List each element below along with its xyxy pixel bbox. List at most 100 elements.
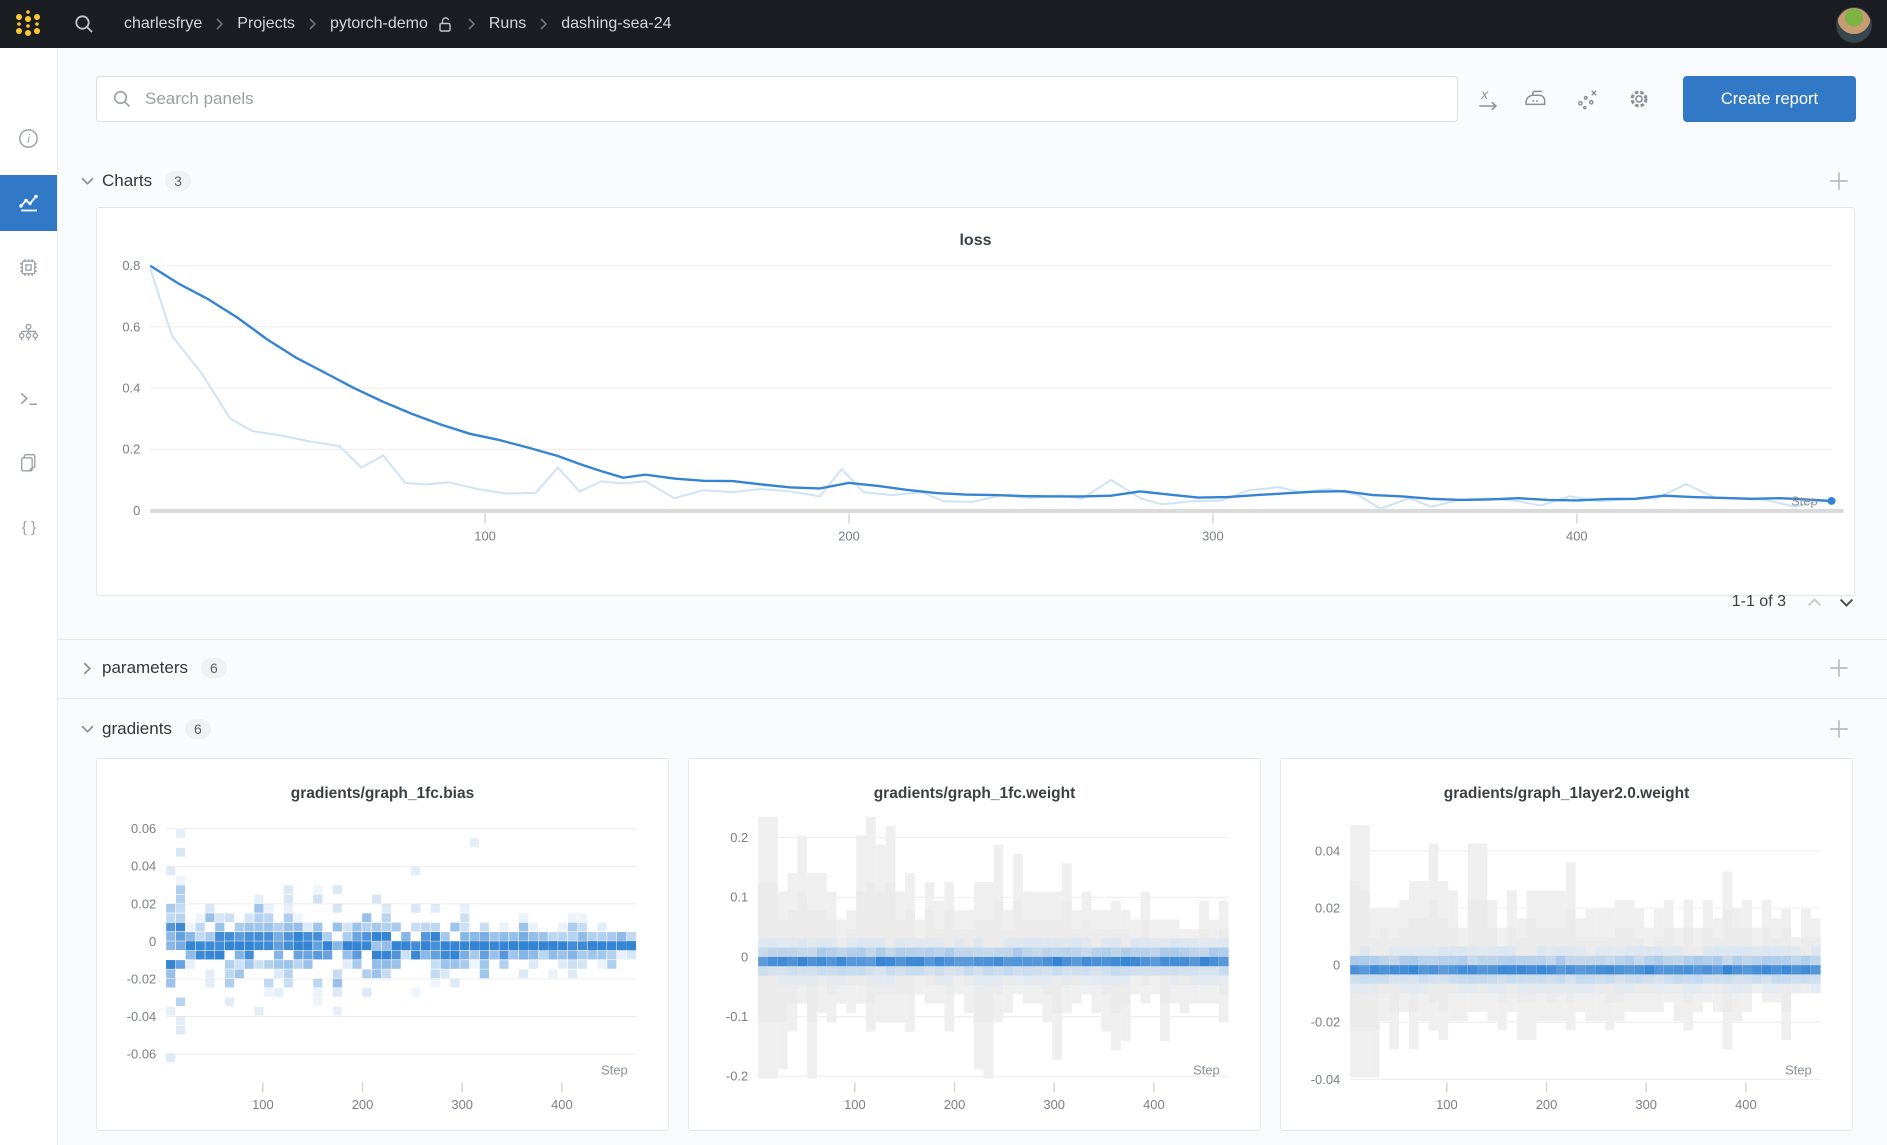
gradients-1layer2-weight-heatmap: 0.04 0.02 0 -0.02 -0.04 100 200 300 400 Step <box>1281 759 1852 1130</box>
braces-icon: { } <box>21 519 35 536</box>
svg-text:100: 100 <box>474 528 496 543</box>
svg-text:{ }: { } <box>21 519 35 536</box>
svg-text:-0.2: -0.2 <box>726 1069 748 1084</box>
line-chart-icon <box>18 194 38 212</box>
svg-text:0: 0 <box>149 934 156 949</box>
x-axis-settings-icon: x <box>1479 86 1498 111</box>
svg-text:Step: Step <box>1785 1062 1812 1077</box>
svg-text:0: 0 <box>133 503 140 518</box>
breadcrumb: charlesfrye Projects pytorch-demo Runs d… <box>124 15 672 33</box>
panel-gradients-1fc-weight[interactable]: gradients/graph_1fc.weight 0.2 0.1 0 -0.1 -0… <box>688 758 1261 1131</box>
global-search-button[interactable] <box>66 6 102 42</box>
section-label-charts: Charts <box>102 171 153 190</box>
svg-text:-0.04: -0.04 <box>1311 1072 1340 1087</box>
svg-text:300: 300 <box>1202 528 1224 543</box>
svg-text:Step: Step <box>1193 1062 1220 1077</box>
svg-text:100: 100 <box>252 1097 274 1112</box>
svg-text:-0.02: -0.02 <box>1311 1015 1340 1030</box>
breadcrumb-run-name[interactable]: dashing-sea-24 <box>561 15 672 32</box>
svg-text:0.4: 0.4 <box>122 381 140 396</box>
x-axis-settings-button[interactable]: x <box>1472 82 1506 116</box>
section-divider <box>57 698 1887 699</box>
outliers-button[interactable] <box>1571 82 1605 116</box>
svg-text:400: 400 <box>1566 528 1588 543</box>
chart-title-loss: loss <box>959 232 992 249</box>
sidebar-item-system[interactable] <box>0 239 57 295</box>
svg-text:0.02: 0.02 <box>1315 900 1340 915</box>
breadcrumb-separator-icon <box>539 17 548 31</box>
svg-text:300: 300 <box>1043 1097 1065 1112</box>
svg-text:0.2: 0.2 <box>122 442 140 457</box>
plus-icon <box>1830 659 1848 677</box>
svg-text:-0.1: -0.1 <box>726 1009 748 1024</box>
breadcrumb-user[interactable]: charlesfrye <box>124 15 203 32</box>
breadcrumb-projects[interactable]: Projects <box>237 15 296 32</box>
svg-text:Step: Step <box>601 1062 628 1077</box>
section-divider <box>57 639 1887 640</box>
add-panel-button-gradients[interactable] <box>1826 716 1852 742</box>
user-avatar[interactable] <box>1836 7 1872 43</box>
section-label-gradients: gradients <box>102 719 172 738</box>
files-icon <box>21 453 36 472</box>
svg-text:100: 100 <box>844 1097 866 1112</box>
wandb-dots-logo-icon <box>16 10 40 36</box>
panel-search <box>96 76 1458 122</box>
sidebar-item-charts[interactable] <box>0 175 57 231</box>
add-panel-button-parameters[interactable] <box>1826 655 1852 681</box>
search-panels-input[interactable] <box>143 88 1443 110</box>
sidebar-item-model[interactable] <box>0 305 57 361</box>
plus-icon <box>1830 172 1848 190</box>
section-header-gradients[interactable]: gradients 6 <box>78 711 211 747</box>
outliers-icon <box>1578 90 1597 110</box>
svg-text:200: 200 <box>838 528 860 543</box>
run-sidebar: i <box>0 48 58 1145</box>
breadcrumb-project[interactable]: pytorch-demo <box>330 15 428 32</box>
breadcrumb-separator-icon <box>467 17 476 31</box>
svg-text:400: 400 <box>1735 1097 1757 1112</box>
info-icon: i <box>19 128 38 148</box>
search-icon <box>75 15 93 33</box>
pagination-next-button[interactable] <box>1832 588 1860 616</box>
chart-title-1fc-bias: gradients/graph_1fc.bias <box>290 785 475 802</box>
section-count-parameters: 6 <box>200 658 227 678</box>
svg-text:0.6: 0.6 <box>122 319 140 334</box>
svg-text:-0.04: -0.04 <box>127 1009 156 1024</box>
panel-gradients-1fc-bias[interactable]: gradients/graph_1fc.bias 0.06 0.04 0.02 0 -0… <box>96 758 669 1131</box>
svg-text:400: 400 <box>1143 1097 1165 1112</box>
loss-line-chart: 0.8 0.6 0.4 0.2 0 100 200 300 400 Step <box>97 208 1854 595</box>
chevron-down-icon <box>78 175 96 187</box>
panel-settings-button[interactable] <box>1622 82 1656 116</box>
svg-text:100: 100 <box>1436 1097 1458 1112</box>
panel-gradients-1layer2-weight[interactable]: gradients/graph_1layer2.0.weight 0.04 0.0… <box>1280 758 1853 1131</box>
charts-pagination: 1-1 of 3 <box>1732 585 1860 619</box>
gradients-1fc-bias-heatmap: 0.06 0.04 0.02 0 -0.02 -0.04 -0.06 100 200 300 400… <box>97 759 668 1130</box>
wandb-logo[interactable] <box>8 4 48 44</box>
panel-loss-chart[interactable]: loss 0.8 0.6 0.4 0.2 0 100 200 300 400 Step <box>96 207 1855 596</box>
svg-text:-0.06: -0.06 <box>127 1047 156 1062</box>
svg-text:Step: Step <box>1791 493 1818 508</box>
smoothing-iron-icon <box>1525 90 1546 106</box>
svg-text:400: 400 <box>551 1097 573 1112</box>
sidebar-item-overview[interactable]: i <box>0 110 57 166</box>
pagination-prev-button[interactable] <box>1800 588 1828 616</box>
smoothing-button[interactable] <box>1519 82 1553 116</box>
sidebar-item-config[interactable]: { } <box>0 499 57 555</box>
search-icon <box>113 90 131 108</box>
add-panel-button-charts[interactable] <box>1826 168 1852 194</box>
section-header-charts[interactable]: Charts 3 <box>78 163 191 199</box>
svg-text:0.06: 0.06 <box>131 821 156 836</box>
svg-text:200: 200 <box>944 1097 966 1112</box>
svg-text:0: 0 <box>1333 958 1340 973</box>
svg-text:200: 200 <box>1536 1097 1558 1112</box>
chart-title-1layer2-weight: gradients/graph_1layer2.0.weight <box>1443 785 1690 802</box>
chip-icon <box>20 258 37 276</box>
sidebar-item-logs[interactable] <box>0 370 57 426</box>
section-header-parameters[interactable]: parameters 6 <box>78 650 227 686</box>
model-graph-icon <box>18 323 39 340</box>
pagination-label: 1-1 of 3 <box>1731 593 1786 610</box>
create-report-button[interactable]: Create report <box>1683 76 1856 122</box>
sidebar-item-files[interactable] <box>0 434 57 490</box>
breadcrumb-runs[interactable]: Runs <box>488 15 527 32</box>
lock-open-icon <box>437 15 454 33</box>
chevron-down-icon <box>78 723 96 735</box>
